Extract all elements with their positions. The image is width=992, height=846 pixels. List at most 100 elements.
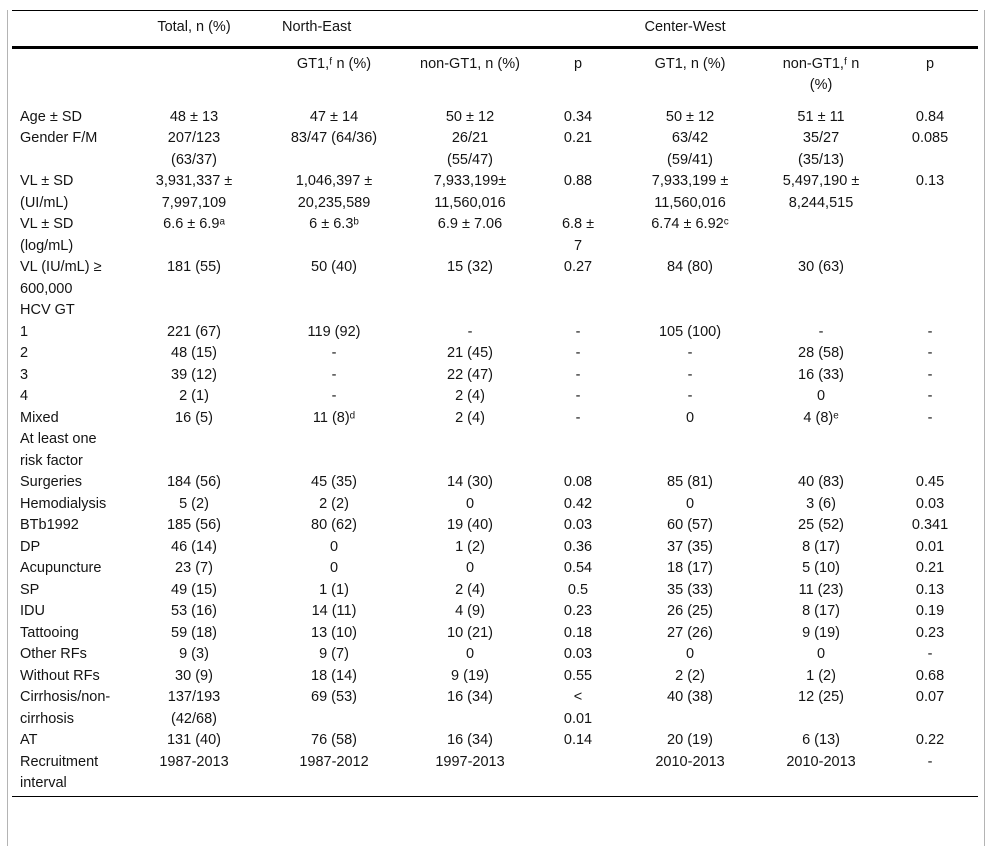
cell-ne-p: - [575, 345, 581, 361]
row-label: HCV GT [20, 302, 75, 318]
cell-ne-p: - [575, 409, 581, 426]
cell-ne-non-gt1: 15 (32) [447, 259, 493, 275]
cell-total: 30 (9) [175, 667, 213, 684]
cell-cw-p: 0.13 [915, 173, 945, 189]
cell-ne-p: 0.18 [563, 624, 593, 641]
cell-ne-gt1: 2 (2) [319, 495, 349, 512]
table-row: 1 221 (67) 119 (92) - - 105 (100) - - [12, 322, 978, 344]
cell-ne-non-gt1: 7,933,199± 11,560,016 [433, 173, 507, 211]
cell-cw-gt1: 37 (35) [667, 538, 713, 555]
cell-ne-gt1: 9 (7) [319, 646, 349, 662]
cell-ne-p [536, 751, 621, 797]
cell-cw-p: - [927, 345, 933, 361]
table-row: 2 48 (15) - 21 (45) - - 28 (58) - [12, 343, 978, 365]
cell-cw-p: 0.01 [915, 538, 945, 555]
cell-ne-gt1: 14 (11) [311, 603, 357, 619]
table-row: At least one risk factor [12, 429, 978, 472]
cell-total: 181 (55) [166, 259, 221, 275]
cell-ne-gt1: 1987-2012 [264, 751, 404, 797]
cell-total: 23 (7) [175, 560, 213, 576]
cell-cw-gt1: 63/42 (59/41) [667, 130, 713, 168]
cell-ne-non-gt1: 6.9 ± 7.06 [437, 216, 503, 232]
table-row: Acupuncture 23 (7) 0 0 0.54 18 (17) 5 (1… [12, 558, 978, 580]
row-label: 1 [20, 323, 29, 340]
table-row: VL ± SD (UI/mL) 3,931,337 ± 7,997,109 1,… [12, 171, 978, 214]
cell-ne-gt1: 45 (35) [311, 474, 357, 490]
cell-ne-p: - [575, 388, 581, 404]
cell-ne-gt1: 50 (40) [311, 259, 357, 275]
cell-total: 184 (56) [166, 474, 221, 490]
cell-cw-non-gt1: 51 ± 11 [797, 108, 845, 125]
cell-cw-p: 0.84 [915, 108, 945, 125]
table-row: 4 2 (1) - 2 (4) - - 0 - [12, 386, 978, 408]
cell-ne-p: 0.5 [567, 581, 589, 598]
cell-cw-non-gt1: 25 (52) [798, 517, 844, 533]
cell-total: 1987-2013 [124, 751, 264, 797]
cell-cw-gt1: 0 [685, 409, 695, 426]
row-label: Tattooing [20, 624, 79, 641]
row-label: Without RFs [20, 667, 100, 684]
cell-cw-gt1: 26 (25) [667, 603, 713, 619]
cell-ne-p: 6.8 ± 7 [561, 216, 595, 254]
sub-header-ne-p: p [573, 55, 583, 72]
cell-cw-non-gt1: 1 (2) [806, 667, 836, 684]
table-row: Mixed 16 (5) 11 (8)ᵈ 2 (4) - 0 4 (8)ᵉ - [12, 408, 978, 430]
cell-ne-gt1: 0 [329, 538, 339, 555]
row-label: IDU [20, 603, 45, 619]
cell-ne-non-gt1: 9 (19) [451, 667, 489, 684]
table-row: HCV GT [12, 300, 978, 322]
cell-ne-p: - [575, 366, 581, 383]
cell-ne-p: 0.27 [563, 259, 593, 275]
cell-ne-gt1: 18 (14) [311, 667, 357, 684]
cell-cw-gt1: 0 [685, 646, 695, 662]
cell-ne-gt1: 13 (10) [311, 624, 357, 641]
cell-ne-p: 0.42 [563, 495, 593, 512]
cell-ne-non-gt1: 16 (34) [447, 689, 493, 705]
cell-cw-gt1: 18 (17) [667, 560, 713, 576]
cell-ne-non-gt1: 2 (4) [455, 409, 485, 426]
cell-ne-p: < 0.01 [563, 689, 593, 727]
row-label: Surgeries [20, 474, 83, 490]
cell-cw-gt1: 20 (19) [667, 732, 713, 748]
cell-cw-gt1: 50 ± 12 [665, 108, 715, 125]
cell-ne-p: 0.55 [563, 667, 593, 684]
cell-ne-non-gt1: 10 (21) [447, 624, 493, 641]
cell-ne-gt1: 83/47 (64/36) [290, 130, 378, 146]
cell-ne-non-gt1: 2 (4) [455, 388, 485, 404]
row-label: Age ± SD [20, 108, 82, 125]
cell-cw-p: 0.341 [911, 517, 949, 533]
cell-cw-non-gt1: 28 (58) [798, 345, 844, 361]
cell-total: 2 (1) [179, 388, 209, 404]
cell-cw-gt1: 40 (38) [667, 689, 713, 705]
cell-cw-gt1: 2 (2) [675, 667, 705, 684]
cell-cw-gt1: 6.74 ± 6.92ᶜ [651, 216, 729, 232]
cell-ne-non-gt1: 50 ± 12 [445, 108, 495, 125]
cell-cw-p: 0.03 [915, 495, 945, 512]
cell-cw-non-gt1: 8 (17) [802, 603, 840, 619]
cell-ne-gt1: 1,046,397 ± 20,235,589 [295, 173, 373, 211]
cell-ne-non-gt1: 2 (4) [455, 581, 485, 598]
cell-ne-gt1: 11 (8)ᵈ [312, 409, 356, 426]
cell-cw-non-gt1: 5,497,190 ± 8,244,515 [782, 173, 860, 211]
table-row: Other RFs 9 (3) 9 (7) 0 0.03 0 0 - [12, 644, 978, 666]
cell-ne-non-gt1: 0 [465, 646, 475, 662]
table-row: Hemodialysis 5 (2) 2 (2) 0 0.42 0 3 (6) … [12, 494, 978, 516]
cell-ne-gt1: 80 (62) [311, 517, 357, 533]
table-row: VL (IU/mL) ≥ 600,000 181 (55) 50 (40) 15… [12, 257, 978, 300]
cell-total: 48 ± 13 [169, 108, 219, 125]
cell-total: 59 (18) [171, 624, 217, 641]
cell-cw-p: - [927, 646, 933, 662]
row-label: 2 [20, 345, 29, 361]
cell-cw-p: 0.23 [915, 624, 945, 641]
row-label: Recruitment interval [12, 751, 124, 797]
cell-cw-non-gt1: - [818, 323, 824, 340]
row-label: Gender F/M [20, 130, 98, 146]
cell-ne-non-gt1: 1 (2) [455, 538, 485, 555]
sub-header-cw-gt1: GT1, n (%) [654, 55, 726, 72]
table-row: Recruitment interval 1987-2013 1987-2012… [12, 751, 979, 797]
row-label: At least one risk factor [20, 431, 97, 469]
cell-ne-non-gt1: 16 (34) [447, 732, 493, 748]
cell-total: 131 (40) [166, 732, 221, 748]
table-row: Age ± SD 48 ± 13 47 ± 14 50 ± 12 0.34 50… [12, 107, 978, 129]
cell-ne-p: 0.88 [563, 173, 593, 189]
